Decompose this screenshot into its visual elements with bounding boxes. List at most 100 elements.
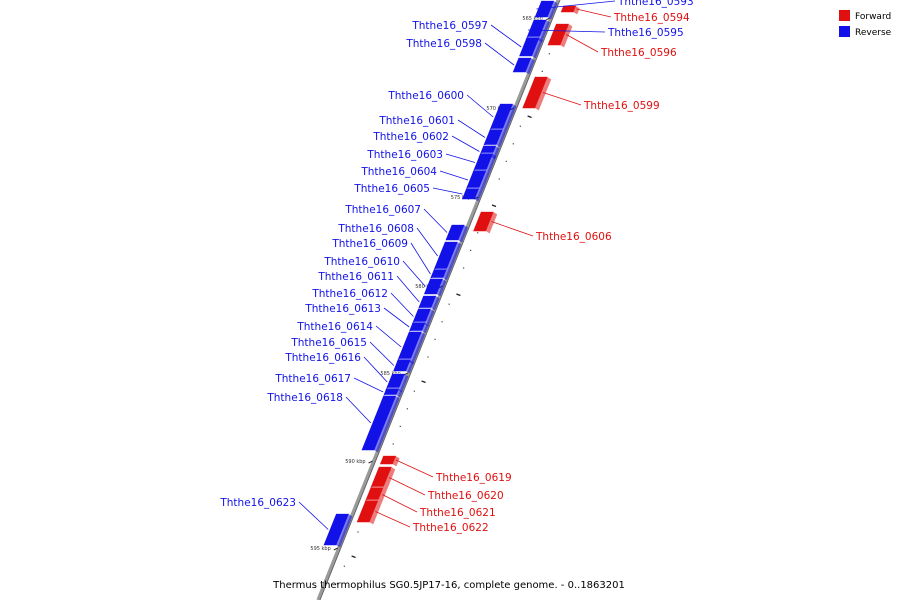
leader-line: [391, 293, 413, 317]
gene-label[interactable]: Ththe16_0607: [344, 204, 421, 216]
gene-label[interactable]: Ththe16_0613: [304, 303, 381, 315]
minor-tick: [357, 531, 358, 532]
gene-label[interactable]: Ththe16_0603: [366, 149, 443, 161]
minor-tick: [442, 321, 443, 322]
leader-line: [382, 495, 417, 513]
gene-highlight: [490, 128, 504, 130]
mid-tick: [492, 205, 496, 207]
gene-highlight: [481, 210, 495, 212]
gene-label[interactable]: Ththe16_0612: [311, 288, 388, 300]
gene-highlight: [379, 465, 393, 467]
leader-line: [440, 171, 468, 180]
gene-highlight: [534, 18, 548, 20]
gene-label[interactable]: Ththe16_0621: [419, 507, 496, 519]
gene-highlight: [452, 223, 466, 225]
gene-highlight: [384, 454, 398, 456]
gene-highlight: [386, 387, 400, 389]
gene-label[interactable]: Ththe16_0620: [427, 490, 504, 502]
gene-label[interactable]: Ththe16_0594: [613, 12, 690, 24]
minor-tick: [463, 267, 464, 268]
mid-tick: [528, 116, 532, 118]
leader-line: [566, 35, 598, 53]
gene-label[interactable]: Ththe16_0596: [600, 47, 677, 59]
gene-highlight: [430, 277, 444, 279]
gene-Ththe16_0610[interactable]: [424, 277, 446, 296]
mid-tick: [456, 294, 460, 296]
tick-label: 590 kbp: [345, 459, 365, 465]
gene-label[interactable]: Ththe16_0619: [435, 472, 512, 484]
gene-highlight: [480, 152, 494, 154]
gene-label[interactable]: Ththe16_0593: [617, 0, 694, 8]
leader-line: [576, 9, 611, 17]
gene-highlight: [366, 499, 380, 501]
minor-tick: [427, 356, 428, 357]
gene-body: [561, 6, 575, 12]
gene-highlight: [392, 372, 406, 374]
mid-tick: [352, 556, 356, 558]
gene-label[interactable]: Ththe16_0609: [331, 238, 408, 250]
leader-line: [452, 136, 479, 152]
minor-tick: [499, 178, 500, 179]
leader-line: [375, 512, 410, 528]
leader-line: [396, 460, 433, 477]
leader-line: [446, 154, 475, 163]
gene-label[interactable]: Ththe16_0598: [405, 38, 482, 50]
minor-tick: [549, 53, 550, 54]
gene-Ththe16_0597[interactable]: [520, 36, 543, 58]
leader-line: [485, 43, 514, 65]
gene-label[interactable]: Ththe16_0623: [219, 497, 296, 509]
gene-label[interactable]: Ththe16_0605: [353, 183, 430, 195]
minor-tick: [506, 161, 507, 162]
genome-title: Thermus thermophilus SG0.5JP17-16, compl…: [272, 580, 625, 591]
minor-tick: [513, 143, 514, 144]
gene-label[interactable]: Ththe16_0622: [412, 522, 489, 534]
leader-line: [424, 209, 447, 233]
gene-highlight: [336, 512, 350, 514]
leader-line: [491, 25, 521, 47]
gene-Ththe16_0618[interactable]: [362, 394, 400, 452]
minor-tick: [400, 426, 401, 427]
gene-highlight: [418, 307, 432, 309]
legend-reverse-swatch: [839, 26, 850, 37]
gene-label[interactable]: Ththe16_0618: [266, 392, 343, 404]
gene-label[interactable]: Ththe16_0604: [360, 166, 437, 178]
gene-label[interactable]: Ththe16_0617: [274, 373, 351, 385]
gene-highlight: [556, 22, 570, 24]
leader-line: [354, 378, 383, 392]
gene-highlight: [413, 321, 427, 323]
gene-label[interactable]: Ththe16_0614: [296, 321, 373, 333]
legend-forward-label: Forward: [855, 12, 891, 22]
gene-labels: Ththe16_0593 Ththe16_0594 Ththe16_0595 Thth…: [219, 0, 693, 534]
gene-Ththe16_0607[interactable]: [446, 223, 468, 242]
minor-tick: [407, 408, 408, 409]
gene-label[interactable]: Ththe16_0597: [411, 20, 488, 32]
minor-tick: [520, 126, 521, 127]
gene-highlight: [434, 268, 448, 270]
leader-line: [364, 357, 387, 382]
gene-highlight: [527, 36, 541, 38]
gene-label[interactable]: Ththe16_0595: [607, 27, 684, 39]
leader-line: [491, 222, 533, 237]
gene-label[interactable]: Ththe16_0616: [284, 352, 361, 364]
gene-label[interactable]: Ththe16_0600: [387, 90, 464, 102]
gene-label[interactable]: Ththe16_0615: [290, 337, 367, 349]
gene-highlight: [484, 144, 498, 146]
gene-label[interactable]: Ththe16_0611: [317, 271, 394, 283]
leader-line: [389, 478, 425, 496]
leader-line: [346, 397, 371, 423]
gene-label[interactable]: Ththe16_0602: [372, 131, 449, 143]
mid-tick: [422, 381, 426, 383]
gene-Ththe16_0596[interactable]: [548, 22, 572, 47]
leader-line: [299, 502, 328, 530]
gene-label[interactable]: Ththe16_0610: [323, 256, 400, 268]
gene-label[interactable]: Ththe16_0599: [583, 100, 660, 112]
gene-highlight: [445, 240, 459, 242]
gene-label[interactable]: Ththe16_0601: [378, 115, 455, 127]
gene-label[interactable]: Ththe16_0606: [535, 231, 612, 243]
gene-Ththe16_0593[interactable]: [535, 0, 557, 19]
gene-label[interactable]: Ththe16_0608: [337, 223, 414, 235]
gene-Ththe16_0622[interactable]: [357, 499, 381, 524]
gene-highlight: [384, 394, 398, 396]
leader-line: [433, 188, 462, 194]
